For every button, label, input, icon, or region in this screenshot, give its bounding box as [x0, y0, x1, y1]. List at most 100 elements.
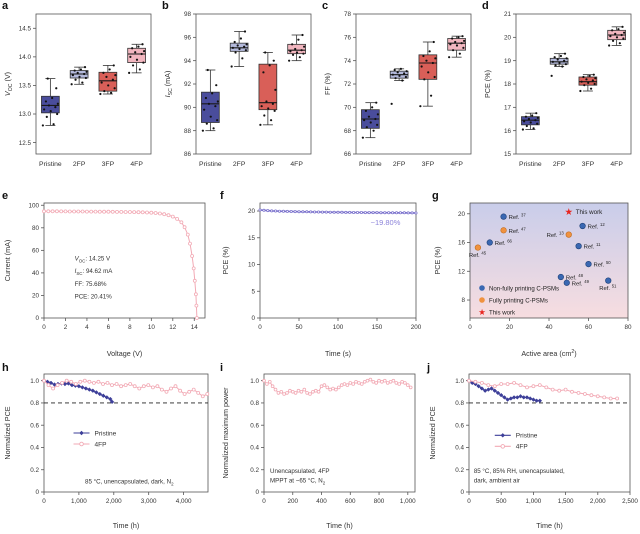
svg-text:66: 66: [344, 151, 352, 158]
svg-text:70: 70: [344, 105, 352, 112]
chart-d: 15 16 17 18 19 20 21 Pristine 2FP 3FP 4FP PCE (%): [483, 11, 632, 168]
box-2fp: [389, 67, 409, 105]
svg-text:0.2: 0.2: [250, 467, 259, 474]
svg-text:1,000: 1,000: [400, 498, 416, 505]
panel-e: e 0 20 40 60 80 100 0 2 4 6 8 10 12 14 Voltage (V) Curre…: [0, 190, 218, 362]
svg-text:74: 74: [344, 58, 352, 65]
svg-text:85 °C, unencapsulated, dark, N: 85 °C, unencapsulated, dark, N2: [85, 479, 174, 487]
svg-text:21: 21: [504, 11, 512, 18]
panel-label-h: h: [2, 362, 9, 374]
svg-text:6: 6: [107, 324, 111, 331]
svg-text:40: 40: [32, 270, 40, 277]
data-point-ref-12: [579, 222, 586, 230]
svg-text:15: 15: [248, 235, 256, 242]
svg-text:0: 0: [42, 324, 46, 331]
svg-text:5: 5: [251, 288, 255, 295]
panel-label-a: a: [2, 0, 9, 12]
chart-e: 0 20 40 60 80 100 0 2 4 6 8 10 12 14 Voltage (V) Curren…: [3, 202, 206, 358]
box-pristine: [361, 101, 380, 139]
svg-text:0: 0: [262, 498, 266, 505]
svg-text:72: 72: [344, 81, 352, 88]
plot-frame: [468, 373, 631, 493]
box-2fp: [69, 66, 89, 86]
svg-text:Ref. 51: Ref. 51: [599, 284, 617, 292]
svg-text:8: 8: [461, 297, 465, 304]
svg-text:MPPT at ~65 °C, N2: MPPT at ~65 °C, N2: [270, 478, 326, 486]
box-pristine: [201, 68, 220, 132]
svg-text:Pristine: Pristine: [359, 161, 382, 168]
svg-text:12: 12: [458, 268, 466, 275]
svg-text:78: 78: [344, 11, 352, 18]
panel-a: a 12.5 13.0 13.5 14.0 14.5 Pristine 2FP 3FP 4FP VO…: [0, 0, 160, 190]
svg-text:0.8: 0.8: [30, 400, 39, 407]
data-point-ref-50: [585, 260, 592, 268]
svg-text:FF: 75.68%: FF: 75.68%: [75, 281, 107, 288]
svg-text:Time (s): Time (s): [325, 349, 351, 358]
svg-text:88: 88: [184, 128, 192, 135]
svg-text:4FP: 4FP: [290, 161, 303, 168]
svg-text:Active area (cm2): Active area (cm2): [521, 349, 576, 358]
svg-text:4: 4: [85, 324, 89, 331]
svg-text:16: 16: [458, 240, 466, 247]
svg-text:2,000: 2,000: [106, 498, 122, 505]
svg-text:80: 80: [624, 324, 632, 331]
panel-label-f: f: [220, 190, 224, 202]
svg-text:Time (h): Time (h): [113, 521, 140, 530]
chart-g: 8 12 16 20 0 20 40 60 80 Active area (cm2) PCE (%)…: [433, 202, 632, 358]
svg-text:12: 12: [169, 324, 177, 331]
chart-a: 12.5 13.0 13.5 14.0 14.5 Pristine 2FP 3FP 4FP VOC…: [3, 13, 152, 168]
svg-text:Pristine: Pristine: [199, 161, 222, 168]
box-3fp: [98, 64, 118, 96]
svg-text:200: 200: [288, 498, 299, 505]
panel-g: g 8 12 16 20 0 20 40 60 80 Active area (cm2) PCE (%…: [430, 190, 640, 362]
this-work-star: ★: [564, 207, 573, 218]
svg-text:20: 20: [248, 208, 256, 215]
panel-i: i 0 0.2 0.4 0.6 0.8 1.0 0 200 400 600 800 1,000 Time …: [218, 362, 425, 534]
svg-text:4FP: 4FP: [130, 161, 143, 168]
svg-text:4FP: 4FP: [516, 444, 528, 451]
plot-frame: [35, 13, 152, 155]
svg-text:4FP: 4FP: [95, 441, 107, 448]
svg-text:3FP: 3FP: [102, 161, 115, 168]
data-point-ref-49: [563, 279, 570, 286]
svg-text:~19.80%: ~19.80%: [371, 218, 401, 227]
panel-j: j 0 0.2 0.4 0.6 0.8 1.0 0 500 1,000 1,500 2,000 2,50…: [425, 362, 640, 534]
plot-frame: [43, 202, 206, 319]
svg-text:3FP: 3FP: [262, 161, 275, 168]
svg-text:Current (mA): Current (mA): [3, 240, 12, 282]
box-3fp: [258, 51, 278, 126]
svg-text:0.6: 0.6: [250, 422, 259, 429]
svg-text:100: 100: [28, 202, 39, 209]
svg-text:13.5: 13.5: [19, 83, 32, 90]
box-4fp: [447, 35, 466, 59]
data-point-ref-37: [500, 213, 507, 220]
box-pristine: [41, 77, 60, 127]
svg-text:0: 0: [467, 498, 471, 505]
svg-text:19: 19: [504, 58, 512, 65]
panel-h: h 0 0.2 0.4 0.6 0.8 1.0 0 1,000 2,000 3,000 4,000 Ti…: [0, 362, 218, 534]
svg-text:2FP: 2FP: [233, 161, 246, 168]
series-pristine: [41, 378, 115, 405]
svg-text:★: ★: [478, 307, 486, 317]
svg-text:8: 8: [128, 324, 132, 331]
svg-text:PCE (%): PCE (%): [483, 70, 492, 98]
svg-text:0: 0: [258, 324, 262, 331]
svg-text:2FP: 2FP: [393, 161, 406, 168]
data-point-ref-66: [486, 239, 493, 246]
svg-text:20: 20: [32, 293, 40, 300]
panel-d: d 15 16 17 18 19 20 21 Pristine 2FP 3FP 4FP PCE (%): [480, 0, 640, 190]
svg-text:0: 0: [468, 324, 472, 331]
svg-text:Ref. 50: Ref. 50: [594, 260, 612, 268]
plot-frame: [355, 13, 472, 155]
chart-i: 0 0.2 0.4 0.6 0.8 1.0 0 200 400 600 800 1,000 Time (…: [221, 373, 416, 530]
svg-text:12.5: 12.5: [19, 140, 32, 147]
chart-j: 0 0.2 0.4 0.6 0.8 1.0 0 500 1,000 1,500 2,000 2,500…: [428, 373, 638, 530]
svg-text:2FP: 2FP: [73, 161, 86, 168]
svg-text:16: 16: [504, 128, 512, 135]
svg-text:Time (h): Time (h): [326, 521, 353, 530]
svg-text:17: 17: [504, 105, 512, 112]
svg-text:PCE (%): PCE (%): [433, 247, 442, 275]
svg-text:0.4: 0.4: [250, 445, 259, 452]
svg-text:1.0: 1.0: [30, 378, 39, 385]
